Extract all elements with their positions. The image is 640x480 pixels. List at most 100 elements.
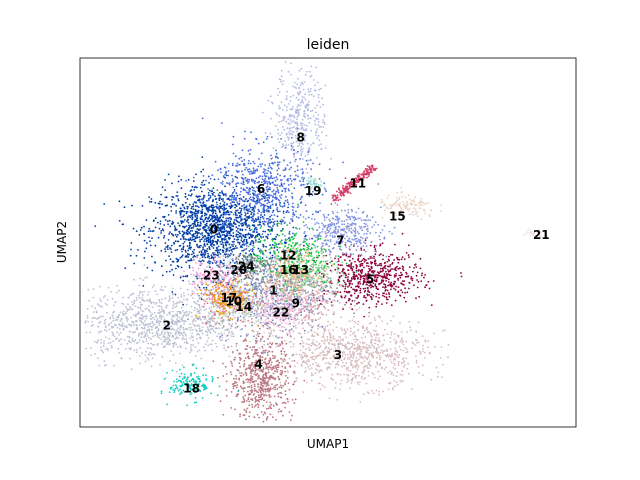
cell-point xyxy=(373,376,376,379)
cell-point xyxy=(126,320,129,322)
cell-point xyxy=(245,372,248,375)
cell-point xyxy=(361,327,364,330)
cell-point xyxy=(141,333,144,336)
cell-point xyxy=(183,206,186,209)
cell-point xyxy=(248,289,251,292)
cell-point xyxy=(163,333,166,336)
cell-point xyxy=(177,333,180,335)
cell-point xyxy=(221,234,224,236)
cell-point xyxy=(253,361,256,364)
cell-point xyxy=(350,378,353,381)
cell-point xyxy=(214,226,216,229)
cell-point xyxy=(354,260,356,263)
cell-point xyxy=(198,294,200,297)
cell-point xyxy=(357,273,360,276)
cell-point xyxy=(245,374,248,377)
cell-point xyxy=(182,320,184,323)
cell-point xyxy=(268,359,270,362)
cell-point xyxy=(157,329,160,331)
cell-point xyxy=(248,250,251,252)
cell-point xyxy=(186,219,189,221)
cell-point xyxy=(347,375,349,377)
cell-point xyxy=(121,324,124,327)
cell-point xyxy=(143,327,146,330)
cell-point xyxy=(178,230,181,233)
cell-point xyxy=(292,325,295,328)
cell-point xyxy=(346,264,348,267)
cell-point xyxy=(284,354,287,357)
cell-point xyxy=(242,196,245,198)
cell-point xyxy=(261,387,264,390)
cell-point xyxy=(118,328,121,330)
cell-point xyxy=(391,352,394,355)
cell-point xyxy=(231,192,234,194)
cell-point xyxy=(207,261,209,264)
cell-point xyxy=(292,330,295,333)
cell-point xyxy=(154,217,157,220)
cell-point xyxy=(176,195,179,197)
cell-point xyxy=(173,225,176,228)
cell-point xyxy=(186,328,189,331)
cell-point xyxy=(155,332,158,335)
cell-point xyxy=(188,264,191,267)
cell-point xyxy=(393,275,396,278)
cell-point xyxy=(337,345,340,347)
cell-point xyxy=(180,213,182,215)
cell-point xyxy=(281,190,284,192)
cell-point xyxy=(194,232,197,235)
cell-point xyxy=(370,352,373,355)
cell-point xyxy=(264,361,266,364)
cell-point xyxy=(332,321,335,324)
cell-point xyxy=(152,230,155,232)
cell-point xyxy=(201,321,204,324)
cell-point xyxy=(274,263,277,266)
cell-point xyxy=(270,259,273,261)
cell-point xyxy=(241,246,243,249)
chart-title: leiden xyxy=(307,37,350,53)
cell-point xyxy=(218,322,221,325)
cell-point xyxy=(283,202,286,205)
cell-point xyxy=(258,416,260,419)
cell-point xyxy=(313,335,316,338)
cell-point xyxy=(316,299,319,302)
cell-point xyxy=(143,257,146,259)
cell-point xyxy=(277,395,280,398)
cell-point xyxy=(221,207,224,210)
cell-point xyxy=(164,242,167,244)
cell-point xyxy=(265,357,267,360)
cell-point xyxy=(200,233,202,235)
cell-point xyxy=(101,350,104,352)
cell-point xyxy=(337,258,340,260)
cell-point xyxy=(129,330,131,333)
cell-point xyxy=(247,397,250,399)
cell-point xyxy=(423,351,426,354)
cell-point xyxy=(251,369,254,372)
cell-point xyxy=(281,370,284,373)
cell-point xyxy=(343,358,346,361)
cell-point xyxy=(260,183,263,186)
cell-point xyxy=(393,287,395,290)
cell-point xyxy=(278,378,281,381)
cell-point xyxy=(146,323,149,326)
cell-point xyxy=(211,256,214,258)
cell-point xyxy=(280,392,283,395)
cell-point xyxy=(245,209,248,211)
cell-point xyxy=(317,327,319,330)
cell-point xyxy=(268,265,271,268)
cell-point xyxy=(302,321,304,324)
cell-point xyxy=(236,176,239,179)
cell-point xyxy=(240,372,243,374)
cell-point xyxy=(208,307,211,310)
cell-point xyxy=(289,346,292,348)
cell-point xyxy=(197,260,200,262)
cell-point xyxy=(142,310,145,313)
cell-point xyxy=(117,314,120,317)
cell-point xyxy=(393,364,396,366)
cell-point xyxy=(404,347,407,349)
cell-point xyxy=(355,322,357,324)
cell-point xyxy=(243,365,245,368)
cell-point xyxy=(152,335,155,338)
cell-point xyxy=(101,306,104,308)
cell-point xyxy=(390,253,392,256)
cell-point xyxy=(125,325,128,327)
